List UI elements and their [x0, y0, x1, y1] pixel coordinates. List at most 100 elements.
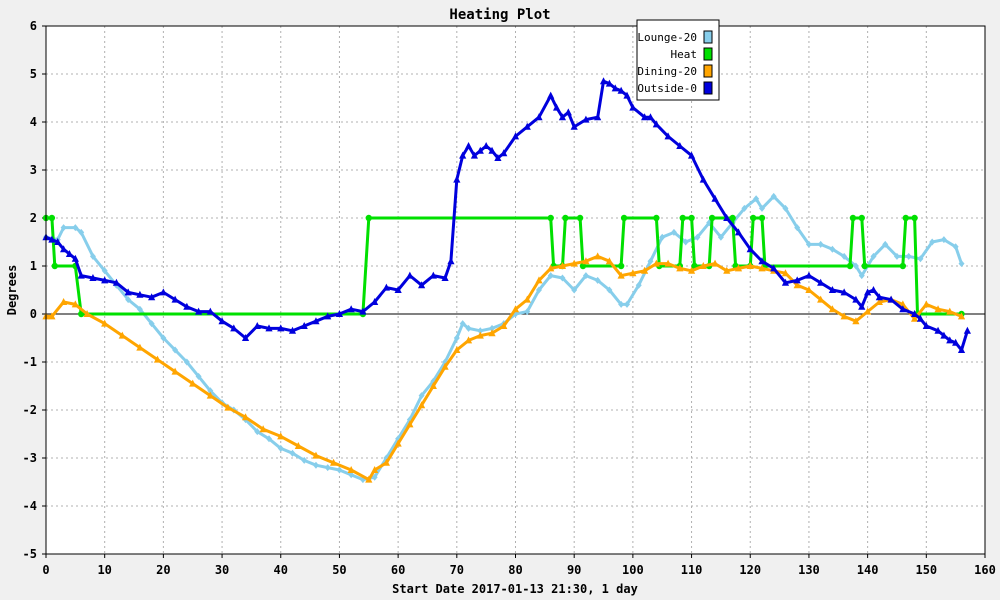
heat-point — [620, 214, 628, 222]
lounge-20-point — [465, 324, 472, 332]
outside-0-point — [910, 310, 919, 317]
outside-0-point — [641, 113, 649, 121]
dining-20-point — [429, 382, 437, 389]
x-tick-label: 0 — [42, 563, 49, 577]
x-tick-label: 150 — [915, 563, 937, 577]
dining-20-point — [828, 305, 837, 313]
outside-0-point — [253, 322, 261, 329]
heat-point — [861, 262, 868, 270]
dining-20-point — [101, 319, 109, 327]
heat-point — [688, 214, 695, 222]
series-lines — [42, 77, 971, 484]
outside-0-point — [159, 288, 167, 296]
y-tick-label: 6 — [30, 19, 37, 33]
outside-0-point — [48, 235, 56, 243]
outside-0-point — [359, 307, 367, 315]
x-tick-label: 160 — [974, 563, 996, 577]
outside-0-point — [136, 290, 144, 298]
lounge-20-point — [670, 228, 677, 236]
heat-point — [617, 262, 625, 270]
outside-0-point — [447, 257, 455, 265]
dining-20-point — [60, 298, 68, 305]
chart-title: Heating Plot — [449, 7, 550, 23]
heat-point — [729, 214, 736, 222]
lounge-20-point — [917, 255, 924, 263]
outside-0-point — [277, 324, 285, 332]
dining-20-point — [441, 362, 449, 370]
dining-20-point — [852, 317, 860, 325]
outside-0-point — [687, 151, 696, 159]
y-tick-label: 4 — [30, 115, 37, 129]
lounge-20-point — [882, 240, 889, 248]
dining-20-point — [347, 466, 355, 473]
dining-20-point — [723, 266, 731, 274]
heat-point — [708, 214, 716, 222]
heat-point — [902, 214, 909, 222]
lounge-20-point — [101, 267, 108, 275]
lounge-20-point — [89, 252, 96, 260]
lounge-20-point — [266, 435, 273, 443]
dining-20-point — [83, 310, 91, 317]
outside-0-point — [699, 175, 707, 183]
outside-0-point — [711, 194, 719, 202]
dining-20-point — [464, 336, 473, 344]
outside-0-point — [858, 302, 866, 310]
dining-20-point — [535, 276, 543, 284]
lounge-20-point — [277, 444, 284, 452]
dining-20-point — [641, 266, 649, 274]
outside-0-point — [89, 274, 97, 281]
outside-0-point — [112, 278, 121, 286]
x-tick-label: 110 — [681, 563, 703, 577]
outside-0-point — [646, 113, 655, 121]
y-tick-label: 2 — [30, 211, 37, 225]
outside-0-point — [957, 346, 966, 353]
dining-20-point — [365, 475, 373, 483]
y-tick-label: 5 — [30, 67, 37, 81]
outside-0-point — [459, 151, 467, 159]
dining-20-point — [476, 331, 484, 339]
outside-0-point — [734, 228, 743, 236]
lounge-20-point — [254, 428, 261, 436]
dining-20-point — [805, 286, 813, 293]
dining-20-point — [241, 413, 250, 421]
lounge-20-point — [489, 324, 496, 332]
legend-swatch-heat — [703, 47, 713, 61]
outside-0-point — [828, 286, 837, 293]
heat-point — [679, 214, 686, 222]
lounge-20-point — [453, 334, 460, 342]
x-tick-label: 130 — [798, 563, 820, 577]
y-tick-label: 3 — [30, 163, 37, 177]
lounge-20-point — [418, 392, 425, 400]
dining-20-point — [312, 451, 320, 459]
heat-point — [858, 214, 865, 222]
lounge-20-point — [559, 274, 566, 282]
dining-20-point — [48, 312, 56, 320]
outside-0-point — [664, 132, 672, 140]
outside-0-point — [916, 314, 925, 322]
outside-0-point — [206, 307, 214, 315]
outside-0-point — [482, 142, 490, 149]
outside-0-point — [241, 334, 250, 341]
y-tick-label: 0 — [30, 307, 37, 321]
lounge-20-point — [770, 192, 777, 200]
x-tick-label: 100 — [622, 563, 644, 577]
heat-point — [547, 214, 554, 222]
dining-20-point — [746, 262, 754, 269]
lounge-20-point — [582, 272, 589, 280]
x-axis-label: Start Date 2017-01-13 21:30, 1 day — [392, 582, 638, 596]
lounge-20-point — [207, 387, 214, 395]
outside-0-point — [500, 149, 508, 157]
outside-0-point — [899, 305, 907, 313]
x-tick-label: 80 — [508, 563, 522, 577]
outside-0-point — [617, 86, 625, 94]
outside-0-point — [476, 146, 484, 154]
dining-20-point — [817, 295, 825, 303]
outside-0-point — [453, 175, 461, 183]
series-dining-20 — [42, 252, 966, 483]
outside-0-point — [429, 271, 437, 279]
outside-0-point — [852, 295, 860, 303]
outside-0-point — [770, 264, 778, 272]
outside-0-point — [676, 142, 684, 149]
